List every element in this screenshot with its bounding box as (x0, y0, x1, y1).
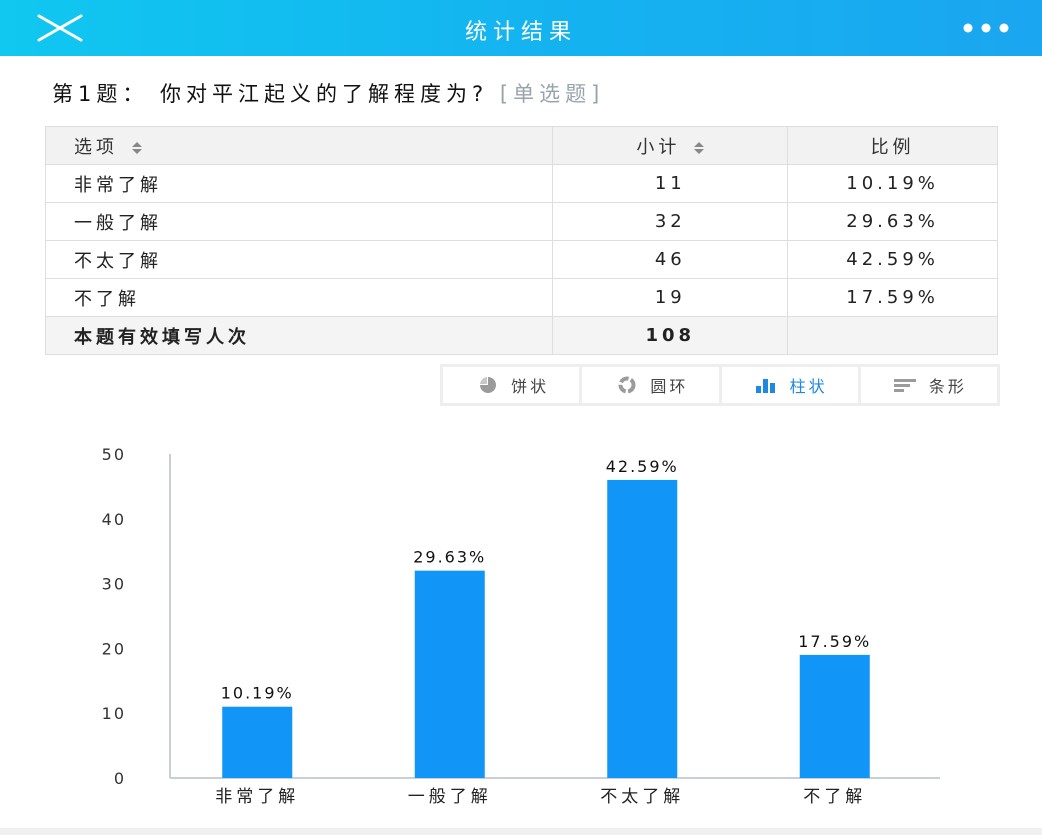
cell-percent: 42.59% (787, 240, 998, 279)
bar-data-label: 17.59% (798, 632, 871, 651)
cell-percent: 10.19% (787, 164, 998, 203)
total-percent-empty (787, 316, 998, 355)
tab-pie[interactable]: 饼状 (443, 367, 580, 403)
header-count-label: 小计 (636, 136, 681, 158)
header-option-label: 选项 (74, 136, 118, 158)
x-tick-label: 不太了解 (600, 787, 684, 807)
cell-count: 19 (552, 278, 789, 317)
more-button[interactable] (958, 18, 1018, 38)
bar (799, 654, 870, 778)
tab-donut-label: 圆环 (650, 377, 689, 396)
x-tick-label: 不了解 (803, 787, 866, 807)
top-bar: 统计结果 (0, 0, 1042, 56)
x-tick-label: 非常了解 (215, 787, 299, 807)
tab-donut[interactable]: 圆环 (582, 367, 719, 403)
cell-option: 不太了解 (44, 240, 554, 279)
result-table: 选项 小计 比例 非常了解 11 10.19% 一般了解 32 29.63% (44, 126, 998, 355)
table-header-row: 选项 小计 比例 (44, 126, 998, 165)
horizontal-bar-icon (893, 379, 916, 392)
tab-bar-label: 柱状 (789, 377, 828, 396)
table-row: 非常了解 11 10.19% (44, 164, 998, 203)
table-total-row: 本题有效填写人次 108 (44, 316, 998, 355)
close-icon (37, 14, 83, 42)
sort-icon[interactable] (694, 141, 705, 154)
bar-data-label: 42.59% (606, 457, 679, 476)
more-dots-icon (963, 23, 1009, 33)
cell-percent: 17.59% (787, 278, 998, 317)
y-tick-label: 30 (102, 575, 126, 594)
header-count[interactable]: 小计 (552, 126, 789, 165)
cell-count: 11 (552, 164, 789, 203)
table-row: 不了解 19 17.59% (44, 278, 998, 317)
close-button[interactable] (36, 12, 84, 44)
table-row: 一般了解 32 29.63% (44, 202, 998, 241)
question-type: [单选题] (499, 82, 605, 106)
x-tick-label: 一般了解 (408, 787, 492, 807)
y-tick-label: 20 (102, 639, 126, 658)
header-percent: 比例 (787, 126, 998, 165)
y-tick-label: 40 (102, 510, 126, 529)
y-tick-label: 10 (102, 704, 126, 723)
tab-horizontal-bar[interactable]: 条形 (860, 367, 997, 403)
cell-count: 32 (552, 202, 789, 241)
bar (222, 706, 293, 778)
cell-percent: 29.63% (787, 202, 998, 241)
table-row: 不太了解 46 42.59% (44, 240, 998, 279)
tab-pie-label: 饼状 (511, 377, 550, 396)
y-tick-label: 50 (102, 445, 126, 464)
header-option[interactable]: 选项 (44, 126, 554, 165)
bottom-strip (0, 828, 1042, 835)
y-tick-label: 0 (114, 769, 126, 788)
question-text: 第1题： 你对平江起义的了解程度为? (52, 82, 489, 106)
cell-option: 非常了解 (44, 164, 554, 203)
chart-type-tabs: 饼状 圆环 柱状 条形 (440, 364, 1000, 406)
total-label: 本题有效填写人次 (44, 316, 554, 355)
donut-chart-icon (618, 376, 636, 394)
pie-chart-icon (480, 377, 497, 393)
tab-bar[interactable]: 柱状 (721, 367, 858, 403)
cell-count: 46 (552, 240, 789, 279)
bar-data-label: 29.63% (413, 548, 486, 567)
page-title: 统计结果 (464, 20, 577, 45)
bar (414, 570, 485, 778)
question-title: 第1题： 你对平江起义的了解程度为? [单选题] (52, 78, 604, 108)
bar-data-label: 10.19% (221, 684, 294, 703)
bar-chart-icon (755, 379, 775, 393)
bar (607, 479, 678, 778)
cell-option: 一般了解 (44, 202, 554, 241)
total-value: 108 (552, 316, 789, 355)
cell-option: 不了解 (44, 278, 554, 317)
bar-chart: 0 10 20 30 40 50 10.19% 非常了解 29.63% 一般了解 42.59% 不太了… (102, 445, 940, 807)
sort-icon[interactable] (131, 141, 142, 154)
tab-horizontal-bar-label: 条形 (928, 377, 967, 396)
